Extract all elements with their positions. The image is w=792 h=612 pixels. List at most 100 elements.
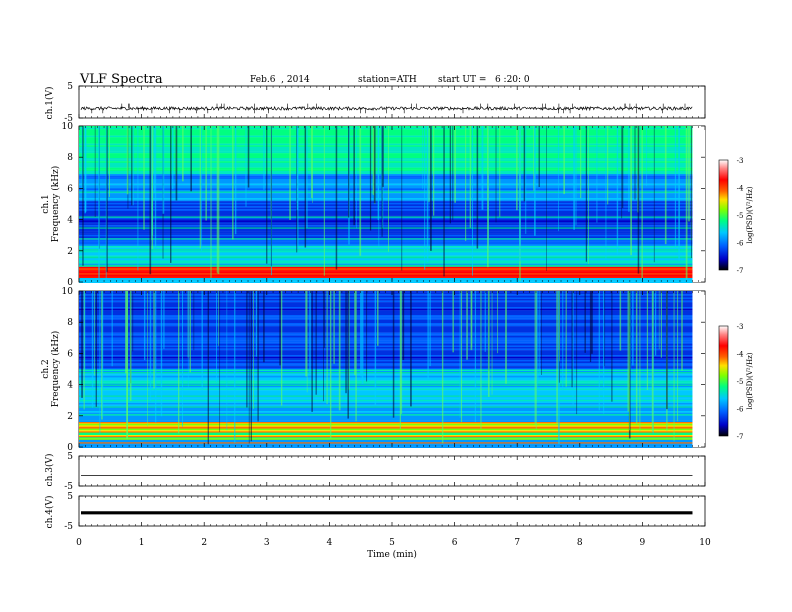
sferic-streak [678, 126, 681, 261]
spec-row [79, 196, 693, 199]
sferic-streak [575, 126, 577, 225]
spec-row [79, 266, 693, 269]
sferic-streak [149, 291, 152, 401]
sferic-streak [688, 126, 690, 222]
spec-tone [79, 216, 693, 218]
spec-row [79, 146, 693, 149]
y-tick-label: -5 [64, 482, 73, 492]
spec-tone [79, 276, 693, 278]
sferic-streak [108, 126, 110, 197]
sferic-streak [309, 291, 311, 374]
spec-row [79, 388, 693, 391]
ch1-colorbar: log(PSD)(V²/Hz) [718, 159, 754, 271]
spec-row [79, 198, 693, 200]
spec-row [79, 321, 693, 324]
spec-row [79, 258, 693, 261]
y-tick-label: 10 [62, 122, 74, 132]
sferic-streak [101, 291, 103, 420]
sferic-streak [280, 291, 283, 406]
spec-row [79, 281, 693, 283]
ch1-spec-channel-label: ch.1 [41, 194, 51, 213]
sferic-streak [361, 291, 364, 384]
sferic-streak [210, 126, 212, 278]
sferic-streak [441, 291, 444, 444]
sferic-streak [263, 126, 265, 190]
colorbar-tick-label: -6 [737, 406, 744, 414]
spec-row [79, 412, 693, 415]
sferic-streak [83, 291, 85, 410]
sferic-streak [487, 291, 490, 397]
sferic-streak [326, 291, 328, 405]
sferic-streak [466, 291, 468, 360]
spec-tone [79, 422, 693, 424]
sferic-streak [449, 126, 451, 224]
spec-row [79, 323, 693, 325]
sferic-streak [460, 291, 463, 423]
x-tick-label: 1 [139, 538, 145, 548]
sferic-streak [452, 291, 454, 353]
sferic-streak [677, 291, 679, 422]
sferic-streak [154, 291, 157, 423]
sferic-streak [193, 291, 195, 351]
spec-row [79, 367, 693, 370]
spec-row [79, 332, 693, 335]
spec-row [79, 148, 693, 151]
spec-row [79, 274, 693, 277]
spec-row [79, 351, 693, 354]
spec-row [79, 324, 693, 327]
sferic-streak [170, 126, 172, 263]
sferic-streak [143, 126, 145, 230]
sferic-streak [533, 126, 536, 236]
sferic-streak [481, 126, 484, 210]
sferic-streak [151, 126, 154, 250]
spec-row [79, 166, 693, 168]
sferic-streak [452, 126, 454, 221]
spec-row [79, 374, 693, 376]
spec-row [79, 356, 693, 359]
y-tick-label: 5 [67, 82, 73, 92]
x-tick-label: 5 [389, 538, 395, 548]
spec-row [79, 375, 693, 378]
start-ut-label: start UT = 6 :20: 0 [438, 75, 530, 85]
spec-row [79, 401, 693, 404]
sferic-streak [584, 291, 586, 353]
sferic-streak [519, 126, 521, 262]
sferic-streak [646, 126, 647, 187]
spec-row [79, 260, 693, 263]
spec-row [79, 263, 693, 266]
colorbar-tick-label: -5 [737, 212, 744, 220]
sferic-streak [323, 291, 325, 348]
sferic-streak [253, 291, 254, 410]
sferic-streak [546, 126, 547, 271]
sferic-streak [558, 126, 559, 232]
sferic-streak [153, 291, 155, 389]
spec-row [79, 225, 693, 227]
sferic-streak [635, 291, 638, 424]
sferic-streak [369, 126, 372, 231]
spec-row [79, 127, 693, 130]
spec-row [79, 438, 693, 440]
sferic-streak [690, 126, 692, 241]
sferic-streak [226, 291, 228, 431]
spec-tone [79, 436, 693, 438]
spec-row [79, 207, 693, 210]
spec-row [79, 210, 693, 213]
spec-row [79, 252, 693, 255]
spec-row [79, 404, 693, 407]
spec-row [79, 385, 693, 388]
sferic-streak [430, 126, 432, 251]
sferic-streak [126, 291, 128, 439]
sferic-streak [459, 291, 461, 418]
sferic-streak [487, 126, 489, 268]
sferic-streak [401, 126, 403, 271]
spec-row [79, 391, 693, 394]
spec-tone [79, 191, 693, 193]
spec-row [79, 366, 693, 368]
sferic-streak [641, 126, 643, 279]
spec-tone [79, 238, 693, 240]
spec-row [79, 300, 693, 303]
sferic-streak [323, 126, 325, 276]
sferic-streak [410, 291, 412, 407]
y-tick-label: 10 [62, 287, 74, 297]
sferic-streak [345, 291, 347, 394]
